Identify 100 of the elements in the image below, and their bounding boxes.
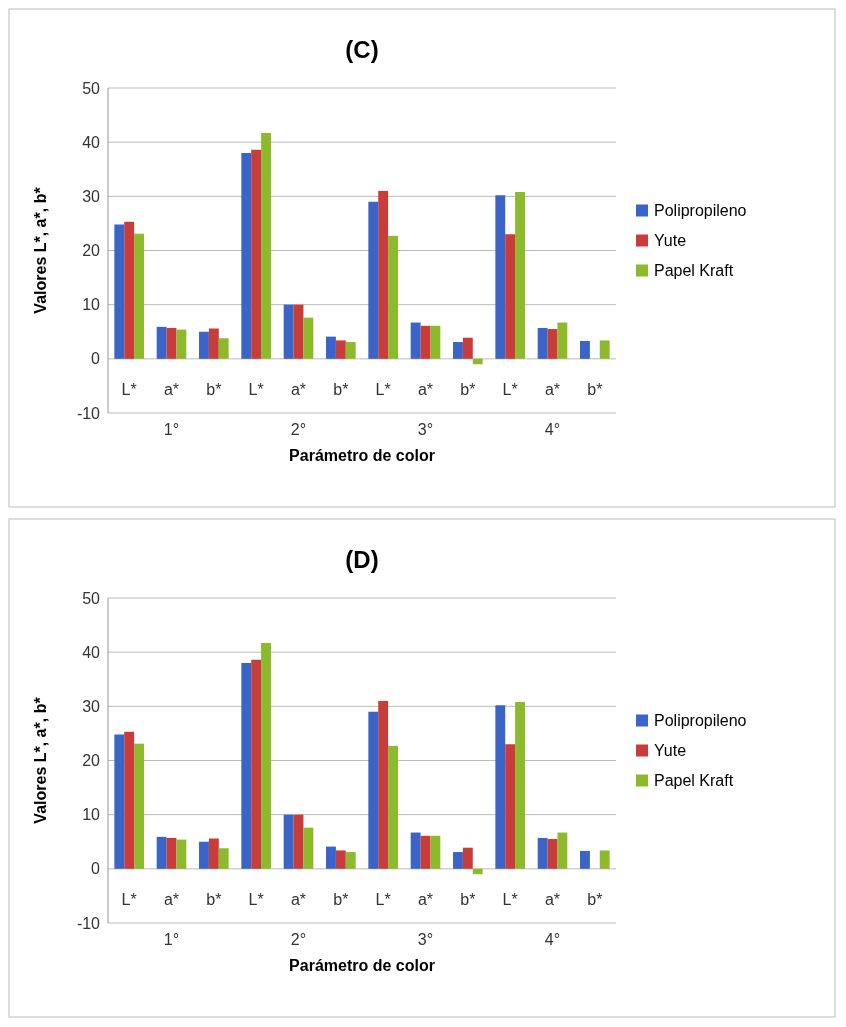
x-tick-label: a*	[163, 890, 180, 908]
bar	[410, 322, 421, 359]
legend-label: Papel Kraft	[654, 262, 734, 280]
bar	[261, 642, 271, 869]
y-tick-label: 10	[82, 296, 101, 314]
x-tick-label: L*	[375, 380, 391, 398]
bar	[335, 850, 346, 869]
x-tick-label: b*	[587, 380, 603, 398]
bar	[335, 340, 346, 359]
bar	[515, 702, 525, 869]
bar	[547, 329, 558, 359]
bar	[547, 839, 558, 869]
bar	[199, 841, 209, 869]
bar	[537, 837, 548, 869]
bar	[495, 195, 506, 359]
y-tick-label: 0	[91, 350, 101, 368]
bar	[134, 233, 144, 359]
bar	[114, 224, 125, 359]
bar	[326, 846, 336, 869]
bar	[208, 838, 219, 869]
y-axis-title: Valores L*, a*, b*	[32, 696, 49, 824]
bar	[430, 835, 441, 869]
bar	[345, 342, 356, 359]
x-tick-label: b*	[587, 890, 603, 908]
bar	[303, 317, 314, 359]
bar	[114, 734, 125, 869]
y-tick-label: 30	[82, 697, 101, 715]
text: 4°	[544, 421, 561, 438]
x-tick-label: a*	[163, 380, 180, 398]
bar	[124, 731, 135, 869]
bar	[241, 663, 252, 869]
bar	[462, 337, 473, 359]
bar	[303, 827, 314, 869]
bar	[156, 836, 167, 869]
x-tick-label: L*	[121, 890, 137, 908]
bar	[378, 700, 389, 869]
bar	[124, 221, 135, 359]
y-tick-label: 20	[82, 242, 101, 260]
text: 3°	[417, 931, 434, 948]
chart-title: (C)	[345, 36, 379, 63]
legend-label: Yute	[654, 232, 687, 250]
bar	[293, 304, 304, 359]
x-tick-label: b*	[333, 890, 349, 908]
bar	[472, 868, 483, 875]
x-axis-title: Parámetro de color	[289, 957, 435, 974]
bar	[580, 850, 590, 869]
y-tick-label: 50	[82, 79, 101, 97]
bar	[453, 852, 463, 869]
bar	[388, 745, 398, 869]
bar	[218, 848, 229, 869]
bar	[580, 340, 590, 359]
bar	[505, 744, 516, 869]
chart-title: (D)	[345, 546, 379, 573]
text: 1°	[163, 931, 180, 948]
bar	[537, 327, 548, 359]
bar	[261, 132, 271, 359]
y-tick-label: 10	[82, 806, 101, 824]
y-tick-label: 50	[82, 589, 101, 607]
bar	[368, 711, 379, 869]
x-tick-label: L*	[502, 890, 518, 908]
legend-label: Polipropileno	[654, 712, 747, 730]
x-tick-label: a*	[417, 890, 434, 908]
bar	[599, 850, 610, 869]
bar	[420, 325, 431, 359]
bar	[134, 743, 144, 869]
x-tick-label: b*	[333, 380, 349, 398]
text: 4°	[544, 931, 561, 948]
bar	[420, 835, 431, 869]
x-tick-label: a*	[544, 890, 561, 908]
text: 2°	[290, 421, 307, 438]
y-tick-label: 40	[82, 133, 101, 151]
bar	[345, 852, 356, 869]
bar	[495, 705, 506, 869]
bar	[599, 340, 610, 359]
bar	[557, 322, 568, 359]
bar	[251, 659, 262, 869]
x-tick-label: a*	[544, 380, 561, 398]
x-tick-label: a*	[290, 890, 307, 908]
x-tick-label: b*	[206, 890, 222, 908]
y-tick-label: 40	[82, 643, 101, 661]
bar	[176, 329, 187, 359]
text: 1°	[163, 421, 180, 438]
x-tick-label: L*	[248, 380, 264, 398]
bar	[293, 814, 304, 869]
y-tick-label: -10	[76, 404, 101, 422]
legend-label: Polipropileno	[654, 202, 747, 220]
y-tick-label: -10	[76, 914, 101, 932]
bar	[505, 234, 516, 359]
x-axis-title: Parámetro de color	[289, 447, 435, 464]
bar	[166, 327, 177, 359]
x-tick-label: b*	[460, 380, 476, 398]
y-tick-label: 20	[82, 752, 101, 770]
text: 2°	[290, 931, 307, 948]
bar	[326, 336, 336, 359]
y-axis-title: Valores L*, a*, b*	[32, 186, 49, 314]
bar	[410, 832, 421, 869]
text: 3°	[417, 421, 434, 438]
bar	[283, 304, 294, 359]
x-tick-label: L*	[248, 890, 264, 908]
x-tick-label: b*	[206, 380, 222, 398]
